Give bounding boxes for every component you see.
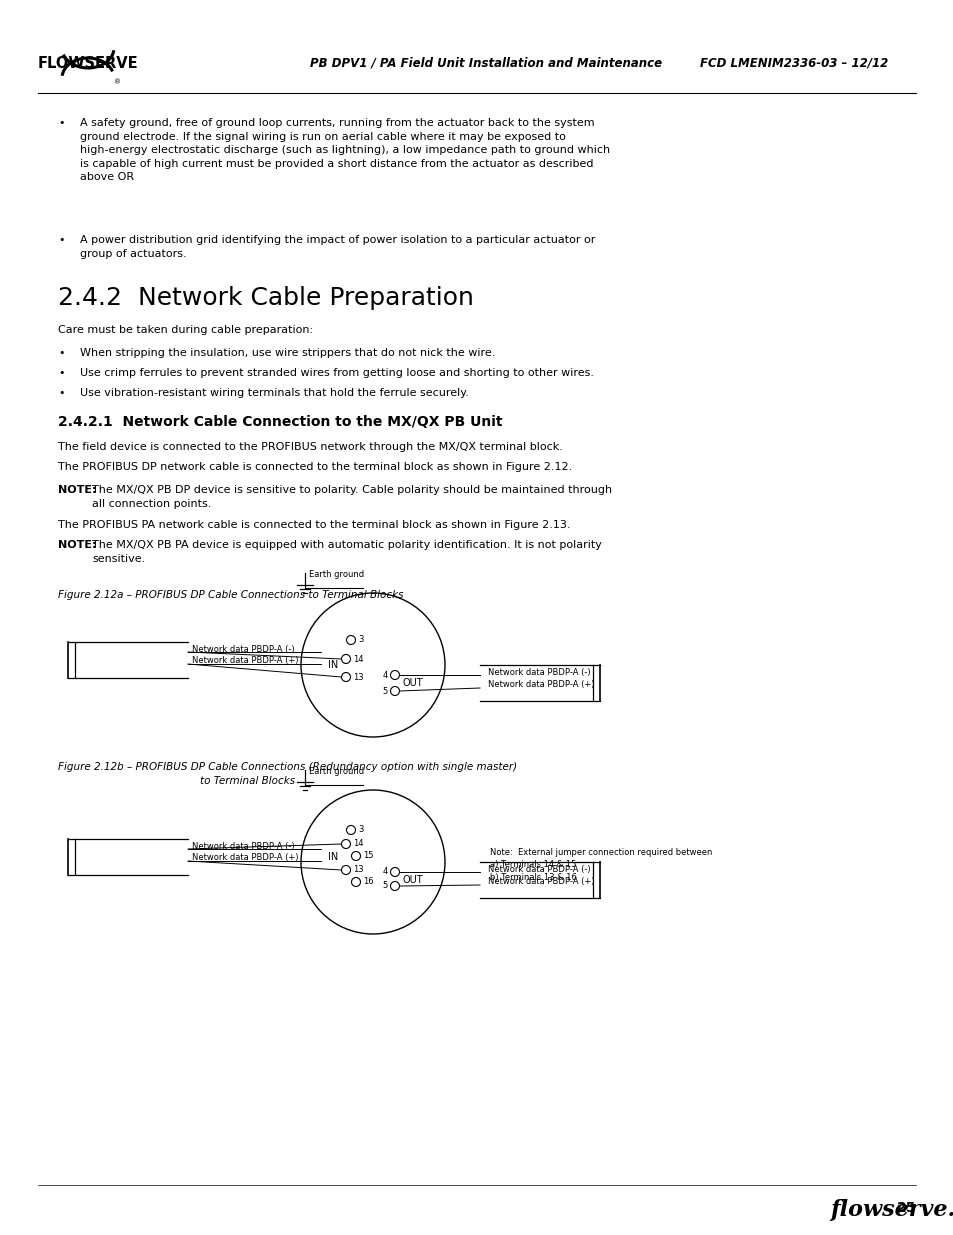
Text: PB DPV1 / PA Field Unit Installation and Maintenance: PB DPV1 / PA Field Unit Installation and…: [310, 57, 661, 69]
Text: •: •: [58, 388, 65, 398]
Text: 14: 14: [353, 655, 363, 663]
Text: ®: ®: [114, 79, 121, 85]
Text: Network data PBDP-A (+): Network data PBDP-A (+): [192, 656, 298, 664]
Text: 14: 14: [353, 840, 363, 848]
Text: Network data PBDP-A (-): Network data PBDP-A (-): [488, 864, 590, 874]
Text: Use crimp ferrules to prevent stranded wires from getting loose and shorting to : Use crimp ferrules to prevent stranded w…: [80, 368, 594, 378]
Text: 4: 4: [382, 867, 388, 877]
Text: 5: 5: [382, 882, 388, 890]
Text: Use vibration-resistant wiring terminals that hold the ferrule securely.: Use vibration-resistant wiring terminals…: [80, 388, 468, 398]
Text: •: •: [58, 119, 65, 128]
Text: 2.4.2  Network Cable Preparation: 2.4.2 Network Cable Preparation: [58, 287, 474, 310]
Text: Network data PBDP-A (-): Network data PBDP-A (-): [192, 842, 294, 851]
Text: The PROFIBUS PA network cable is connected to the terminal block as shown in Fig: The PROFIBUS PA network cable is connect…: [58, 520, 570, 530]
Text: Care must be taken during cable preparation:: Care must be taken during cable preparat…: [58, 325, 313, 335]
Text: 5: 5: [382, 687, 388, 695]
Text: FCD LMENIM2336-03 – 12/12: FCD LMENIM2336-03 – 12/12: [700, 57, 887, 69]
Text: •: •: [58, 348, 65, 358]
Text: IN: IN: [328, 659, 338, 671]
Text: When stripping the insulation, use wire strippers that do not nick the wire.: When stripping the insulation, use wire …: [80, 348, 495, 358]
Text: A safety ground, free of ground loop currents, running from the actuator back to: A safety ground, free of ground loop cur…: [80, 119, 610, 183]
Text: A power distribution grid identifying the impact of power isolation to a particu: A power distribution grid identifying th…: [80, 235, 595, 258]
Text: 13: 13: [353, 866, 363, 874]
Text: flowserve.com: flowserve.com: [829, 1199, 953, 1221]
Text: FLOWSERVE: FLOWSERVE: [38, 56, 138, 70]
Text: to Terminal Blocks: to Terminal Blocks: [200, 776, 294, 785]
Text: Network data PBDP-A (+): Network data PBDP-A (+): [488, 877, 594, 885]
Text: Network data PBDP-A (-): Network data PBDP-A (-): [192, 645, 294, 655]
Text: Figure 2.12b – PROFIBUS DP Cable Connections (Redundancy option with single mast: Figure 2.12b – PROFIBUS DP Cable Connect…: [58, 762, 517, 772]
Text: Figure 2.12a – PROFIBUS DP Cable Connections to Terminal Blocks: Figure 2.12a – PROFIBUS DP Cable Connect…: [58, 590, 403, 600]
Text: Network data PBDP-A (-): Network data PBDP-A (-): [488, 668, 590, 677]
Text: •: •: [58, 235, 65, 245]
Text: 15: 15: [363, 851, 374, 861]
Text: Earth ground: Earth ground: [309, 767, 364, 776]
Text: 13: 13: [353, 673, 363, 682]
Text: Note:  External jumper connection required between
a) Terminals 14 & 15
b) Termi: Note: External jumper connection require…: [490, 848, 712, 882]
Text: The MX/QX PB PA device is equipped with automatic polarity identification. It is: The MX/QX PB PA device is equipped with …: [91, 540, 601, 563]
Text: 16: 16: [363, 878, 374, 887]
Text: IN: IN: [328, 852, 338, 862]
Text: OUT: OUT: [402, 678, 423, 688]
Text: The field device is connected to the PROFIBUS network through the MX/QX terminal: The field device is connected to the PRO…: [58, 442, 562, 452]
Text: 3: 3: [357, 636, 363, 645]
Text: 2.4.2.1  Network Cable Connection to the MX/QX PB Unit: 2.4.2.1 Network Cable Connection to the …: [58, 415, 502, 429]
Text: Network data PBDP-A (+): Network data PBDP-A (+): [488, 680, 594, 689]
Text: Network data PBDP-A (+): Network data PBDP-A (+): [192, 853, 298, 862]
Text: •: •: [58, 368, 65, 378]
Text: 25: 25: [896, 1200, 915, 1215]
Text: NOTE:: NOTE:: [58, 540, 96, 550]
Text: Earth ground: Earth ground: [309, 571, 364, 579]
Text: The PROFIBUS DP network cable is connected to the terminal block as shown in Fig: The PROFIBUS DP network cable is connect…: [58, 462, 572, 472]
Text: NOTE:: NOTE:: [58, 485, 96, 495]
Text: The MX/QX PB DP device is sensitive to polarity. Cable polarity should be mainta: The MX/QX PB DP device is sensitive to p…: [91, 485, 612, 509]
Text: 4: 4: [382, 671, 388, 679]
Text: 3: 3: [357, 825, 363, 835]
Text: OUT: OUT: [402, 876, 423, 885]
